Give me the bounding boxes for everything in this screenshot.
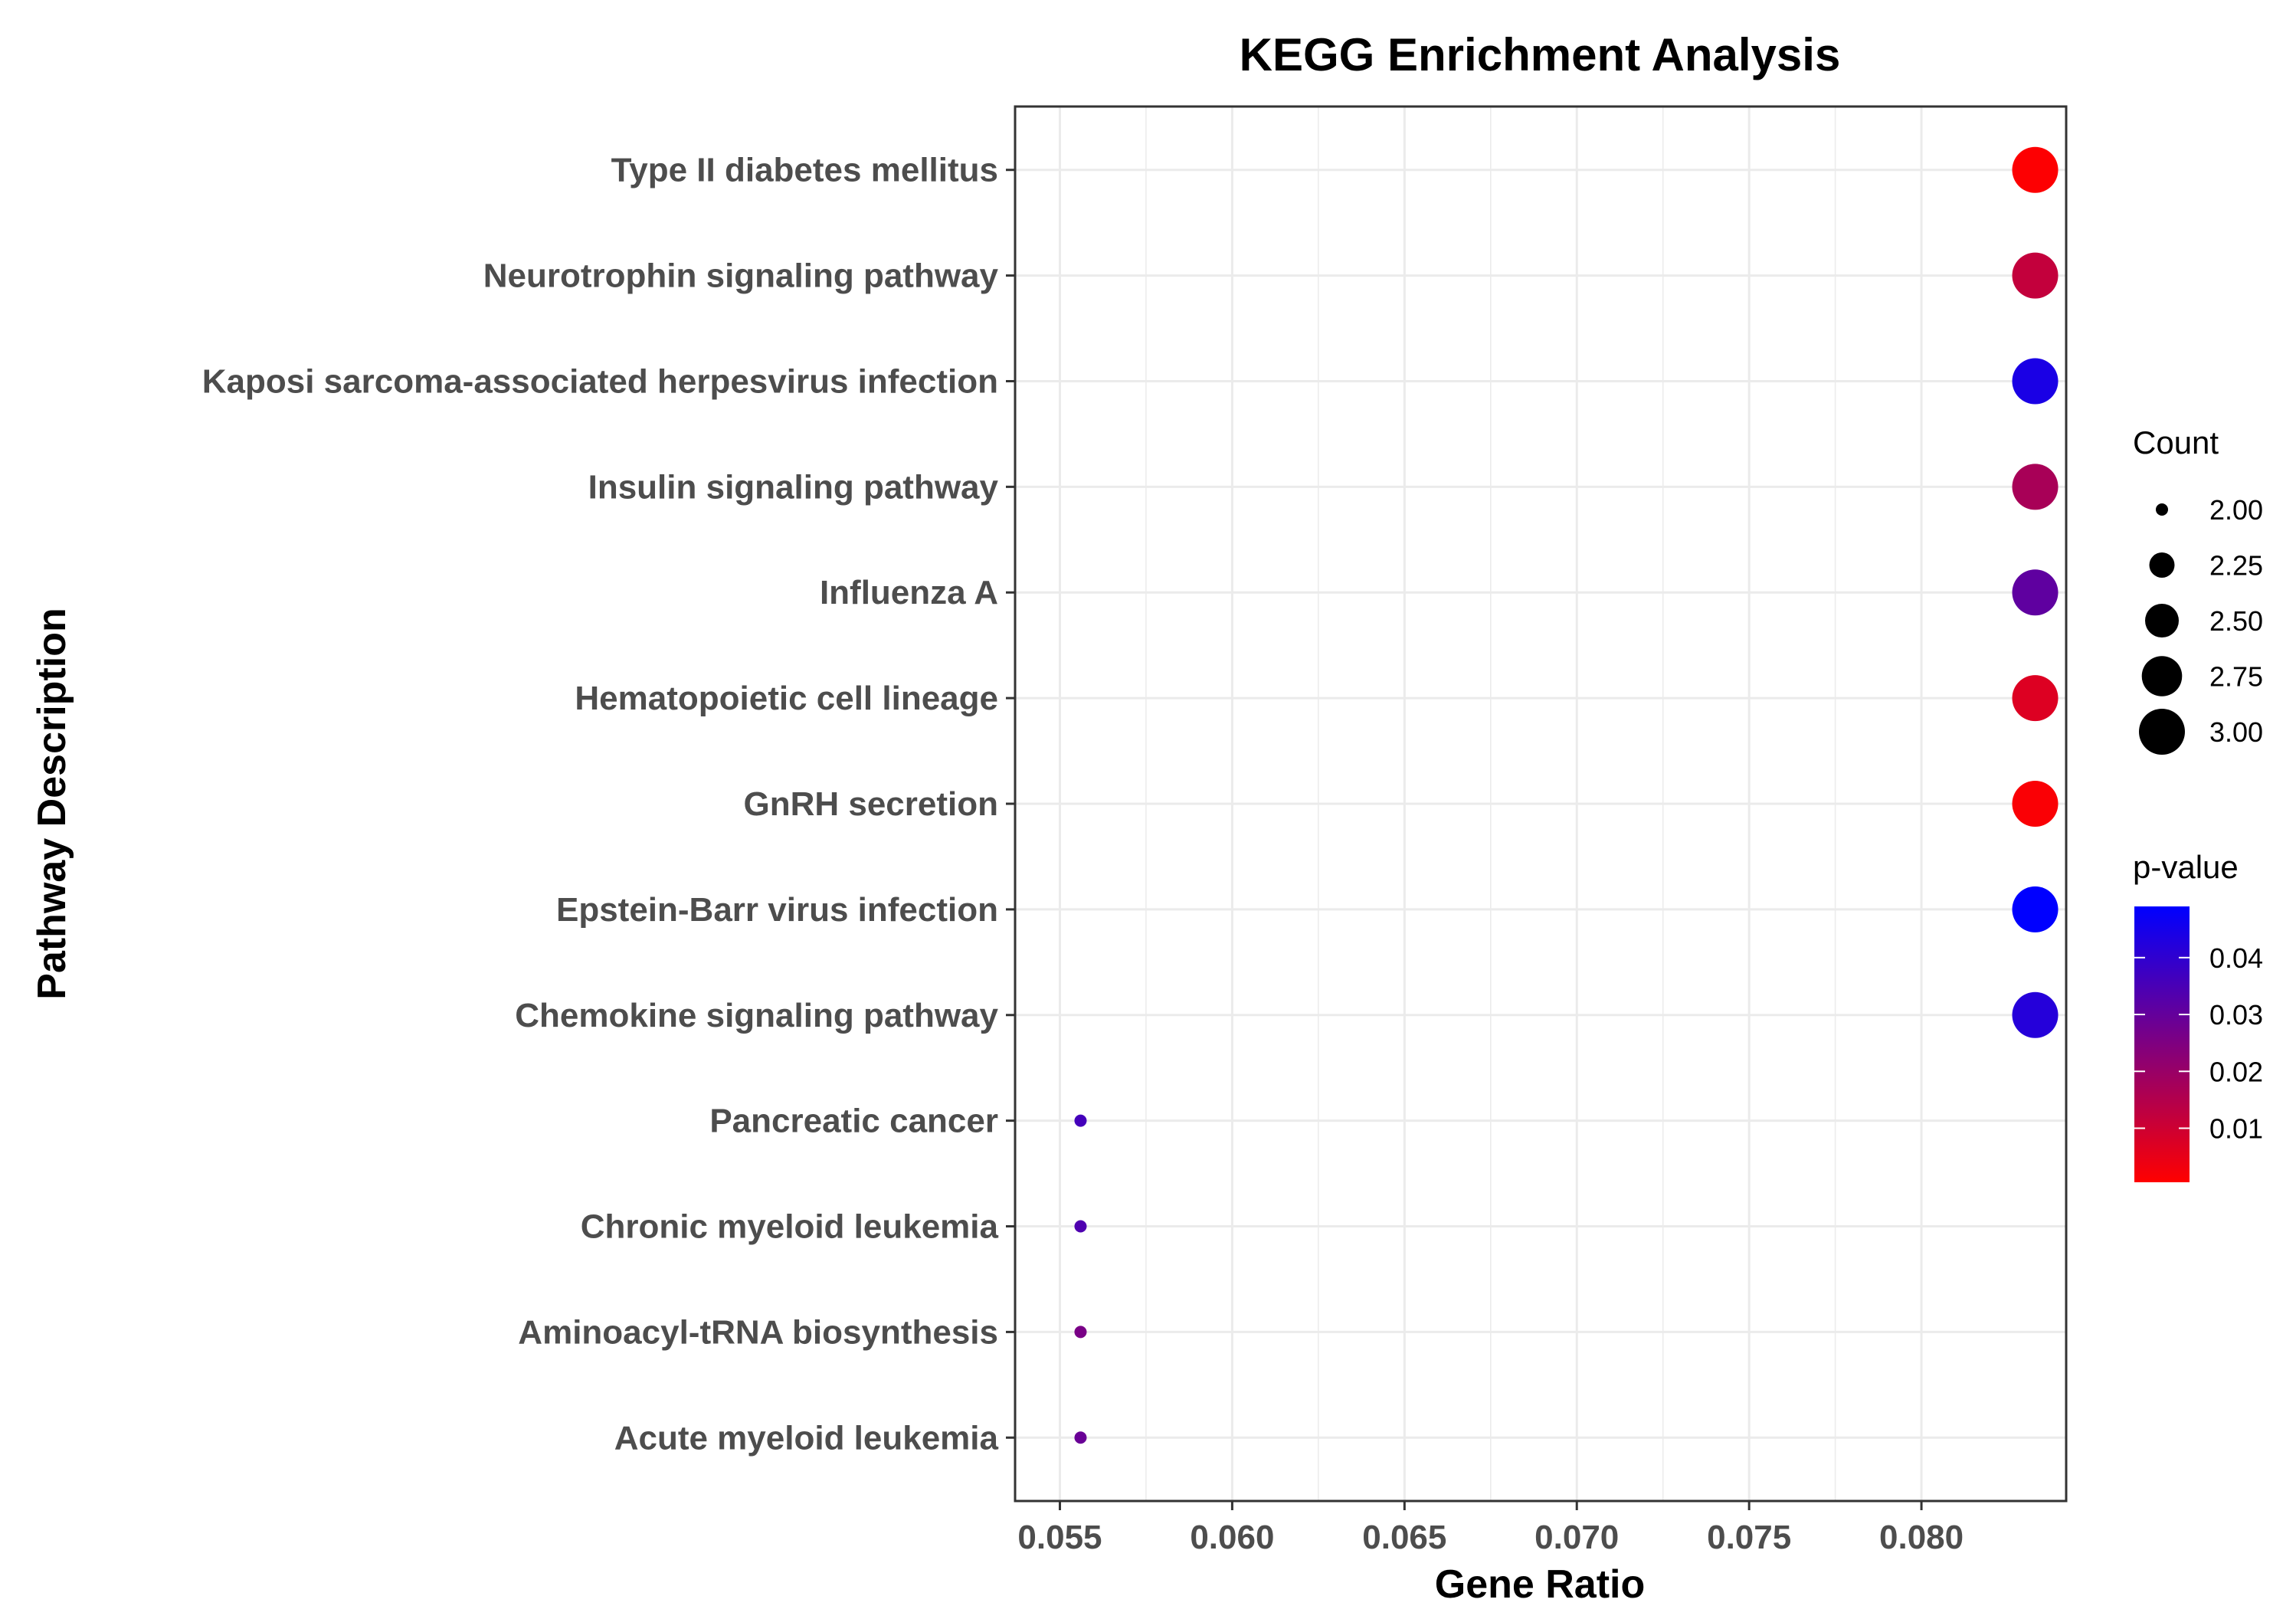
x-tick-label: 0.055 (1017, 1519, 1102, 1556)
legend-pvalue-label: 0.03 (2209, 999, 2263, 1031)
y-axis: Type II diabetes mellitus Neurotrophin si… (202, 152, 1015, 1457)
legend-count-label: 2.75 (2209, 661, 2263, 693)
legend-count-dot (2141, 656, 2183, 696)
legend-pvalue-label: 0.04 (2209, 942, 2263, 974)
y-tick-label: Neurotrophin signaling pathway (483, 257, 999, 295)
x-tick-label: 0.065 (1362, 1519, 1446, 1556)
y-tick-label: GnRH secretion (743, 785, 998, 823)
x-tick-label: 0.080 (1879, 1519, 1964, 1556)
data-point (2012, 991, 2059, 1038)
legend-count: Count 2.00 2.25 2.50 2.75 3.00 (2133, 424, 2263, 755)
y-tick-label: Epstein-Barr virus infection (556, 891, 998, 929)
legend-count-dot (2139, 709, 2185, 755)
x-tick-label: 0.075 (1707, 1519, 1791, 1556)
data-point (2012, 675, 2059, 722)
y-tick-label: Aminoacyl-tRNA biosynthesis (518, 1313, 998, 1351)
y-tick-label: Hematopoietic cell lineage (575, 680, 998, 717)
legend-pvalue-colorbar (2134, 906, 2190, 1182)
legend-pvalue-label: 0.01 (2209, 1113, 2263, 1144)
legend-count-dot (2156, 503, 2168, 516)
data-point (2012, 464, 2059, 510)
data-point (2012, 252, 2059, 299)
grid-lines (1015, 107, 2066, 1501)
legend-count-dot (2145, 604, 2179, 637)
legend-count-title: Count (2133, 424, 2219, 460)
data-point (2012, 781, 2059, 827)
y-tick-label: Chemokine signaling pathway (515, 997, 998, 1034)
chart-title: KEGG Enrichment Analysis (1240, 29, 1841, 80)
data-point (1074, 1220, 1087, 1233)
y-tick-label: Acute myeloid leukemia (614, 1419, 999, 1457)
data-point (1074, 1431, 1087, 1444)
legend-count-label: 3.00 (2209, 716, 2263, 748)
legend-count-label: 2.25 (2209, 550, 2263, 582)
y-tick-label: Chronic myeloid leukemia (581, 1208, 999, 1246)
data-point (2012, 358, 2059, 405)
legend-pvalue: p-value 0.04 0.03 0.02 0.01 (2133, 849, 2263, 1182)
x-axis-title: Gene Ratio (1435, 1562, 1646, 1607)
legend-pvalue-title: p-value (2133, 849, 2239, 885)
y-tick-label: Kaposi sarcoma-associated herpesvirus in… (202, 362, 998, 400)
data-point (1074, 1326, 1087, 1339)
x-tick-label: 0.070 (1534, 1519, 1619, 1556)
y-tick-label: Influenza A (820, 574, 998, 611)
data-points (1074, 146, 2059, 1444)
data-point (2012, 146, 2059, 193)
data-point (1074, 1114, 1087, 1127)
y-tick-label: Pancreatic cancer (709, 1103, 998, 1140)
x-axis: 0.055 0.060 0.065 0.070 0.075 0.080 (1017, 1501, 1964, 1556)
data-point (2012, 569, 2059, 616)
y-tick-label: Type II diabetes mellitus (611, 152, 998, 189)
data-point (2012, 886, 2059, 932)
legend-count-dot (2149, 552, 2175, 578)
legend-pvalue-label: 0.02 (2209, 1056, 2263, 1087)
legend-count-label: 2.00 (2209, 494, 2263, 526)
y-axis-title: Pathway Description (30, 608, 74, 999)
legend-count-label: 2.50 (2209, 605, 2263, 637)
x-tick-label: 0.060 (1190, 1519, 1274, 1556)
y-tick-label: Insulin signaling pathway (588, 468, 999, 506)
